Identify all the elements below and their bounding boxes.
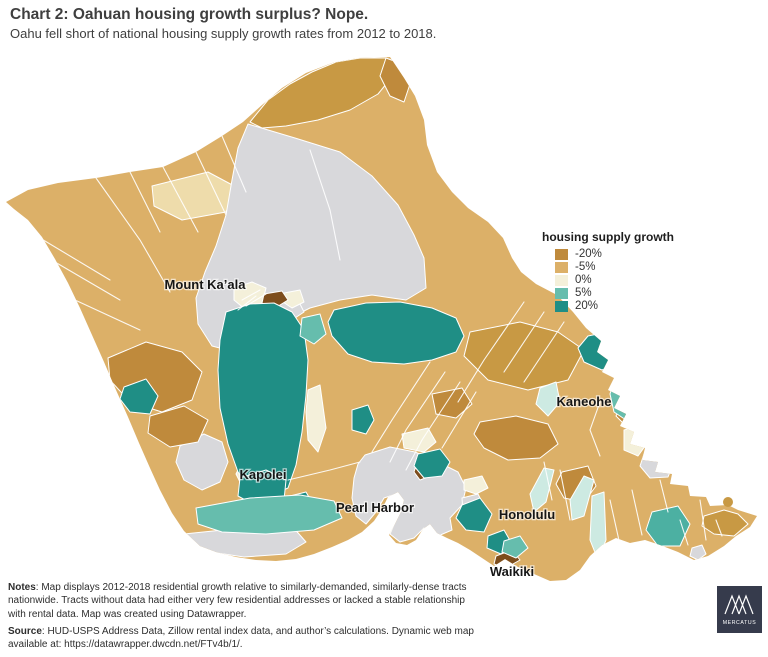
mercatus-logo-text: MERCATUS xyxy=(723,620,757,626)
source-paragraph: Source: HUD-USPS Address Data, Zillow re… xyxy=(8,625,482,652)
tract-no-data xyxy=(175,433,229,491)
label-kapolei: Kapolei xyxy=(240,467,287,482)
legend-label: 0% xyxy=(575,274,592,286)
tract xyxy=(649,387,677,419)
label-waikiki: Waikiki xyxy=(490,564,534,579)
mercatus-logo-mark: MERCATUS xyxy=(723,594,757,626)
source-label: Source xyxy=(8,625,42,637)
map-place-labels: Mount Ka’ala Kaneohe Kapolei Pearl Harbo… xyxy=(163,276,612,581)
legend-row: 0% xyxy=(555,274,674,286)
legend-swatch xyxy=(555,274,568,286)
chart-title: Chart 2: Oahuan housing growth surplus? … xyxy=(10,6,369,23)
chart-header: Chart 2: Oahuan housing growth surplus? … xyxy=(10,5,570,43)
legend-row: -20% xyxy=(555,248,674,260)
notes-paragraph: Notes: Map displays 2012-2018 residentia… xyxy=(8,581,482,621)
tract xyxy=(413,448,451,479)
tract-no-data xyxy=(617,337,657,383)
tract xyxy=(473,415,559,461)
legend-label: -20% xyxy=(575,248,602,260)
tract xyxy=(217,302,309,497)
tract-boundaries xyxy=(39,135,723,546)
legend-row: -5% xyxy=(555,261,674,273)
legend-row: 5% xyxy=(555,287,674,299)
tract xyxy=(501,535,529,559)
label-honolulu: Honolulu xyxy=(499,507,555,522)
footnotes: Notes: Map displays 2012-2018 residentia… xyxy=(8,581,482,655)
tract xyxy=(327,301,465,365)
mercatus-logo: MERCATUS xyxy=(717,586,762,633)
legend-swatch xyxy=(555,300,568,312)
tract xyxy=(455,497,493,533)
legend-row: 20% xyxy=(555,300,674,312)
tract xyxy=(299,313,327,345)
chart-subtitle: Oahu fell short of national housing supp… xyxy=(10,26,437,42)
source-text: : HUD-USPS Address Data, Zillow rental i… xyxy=(8,625,474,651)
label-pearl-harbor: Pearl Harbor xyxy=(336,500,414,515)
legend-label: 20% xyxy=(575,300,599,312)
tract xyxy=(147,405,209,448)
tract xyxy=(645,505,691,547)
tract xyxy=(195,494,343,535)
tract xyxy=(623,424,649,457)
mountain-icon xyxy=(724,594,754,615)
tract xyxy=(305,384,327,453)
label-kaneohe: Kaneohe xyxy=(557,394,612,409)
legend-swatch xyxy=(555,261,568,273)
tract xyxy=(351,404,375,435)
legend-label: 5% xyxy=(575,287,592,299)
legend-swatch xyxy=(555,248,568,260)
tract xyxy=(151,171,239,221)
notes-text: : Map displays 2012-2018 residential gro… xyxy=(8,582,467,620)
tract xyxy=(463,321,585,391)
notes-label: Notes xyxy=(8,582,36,593)
legend-swatch xyxy=(555,287,568,299)
legend-label: -5% xyxy=(575,261,596,273)
label-mount-kaala: Mount Ka’ala xyxy=(165,277,247,292)
tract xyxy=(401,427,437,453)
map-legend: housing supply growth -20% -5% 0% 5% 20% xyxy=(542,230,674,313)
tract-no-data xyxy=(689,544,707,561)
tract xyxy=(569,475,595,521)
tract xyxy=(119,378,159,415)
tract xyxy=(535,381,561,417)
legend-title: housing supply growth xyxy=(542,230,674,244)
tract xyxy=(463,475,489,495)
offshore-islet xyxy=(723,497,733,507)
